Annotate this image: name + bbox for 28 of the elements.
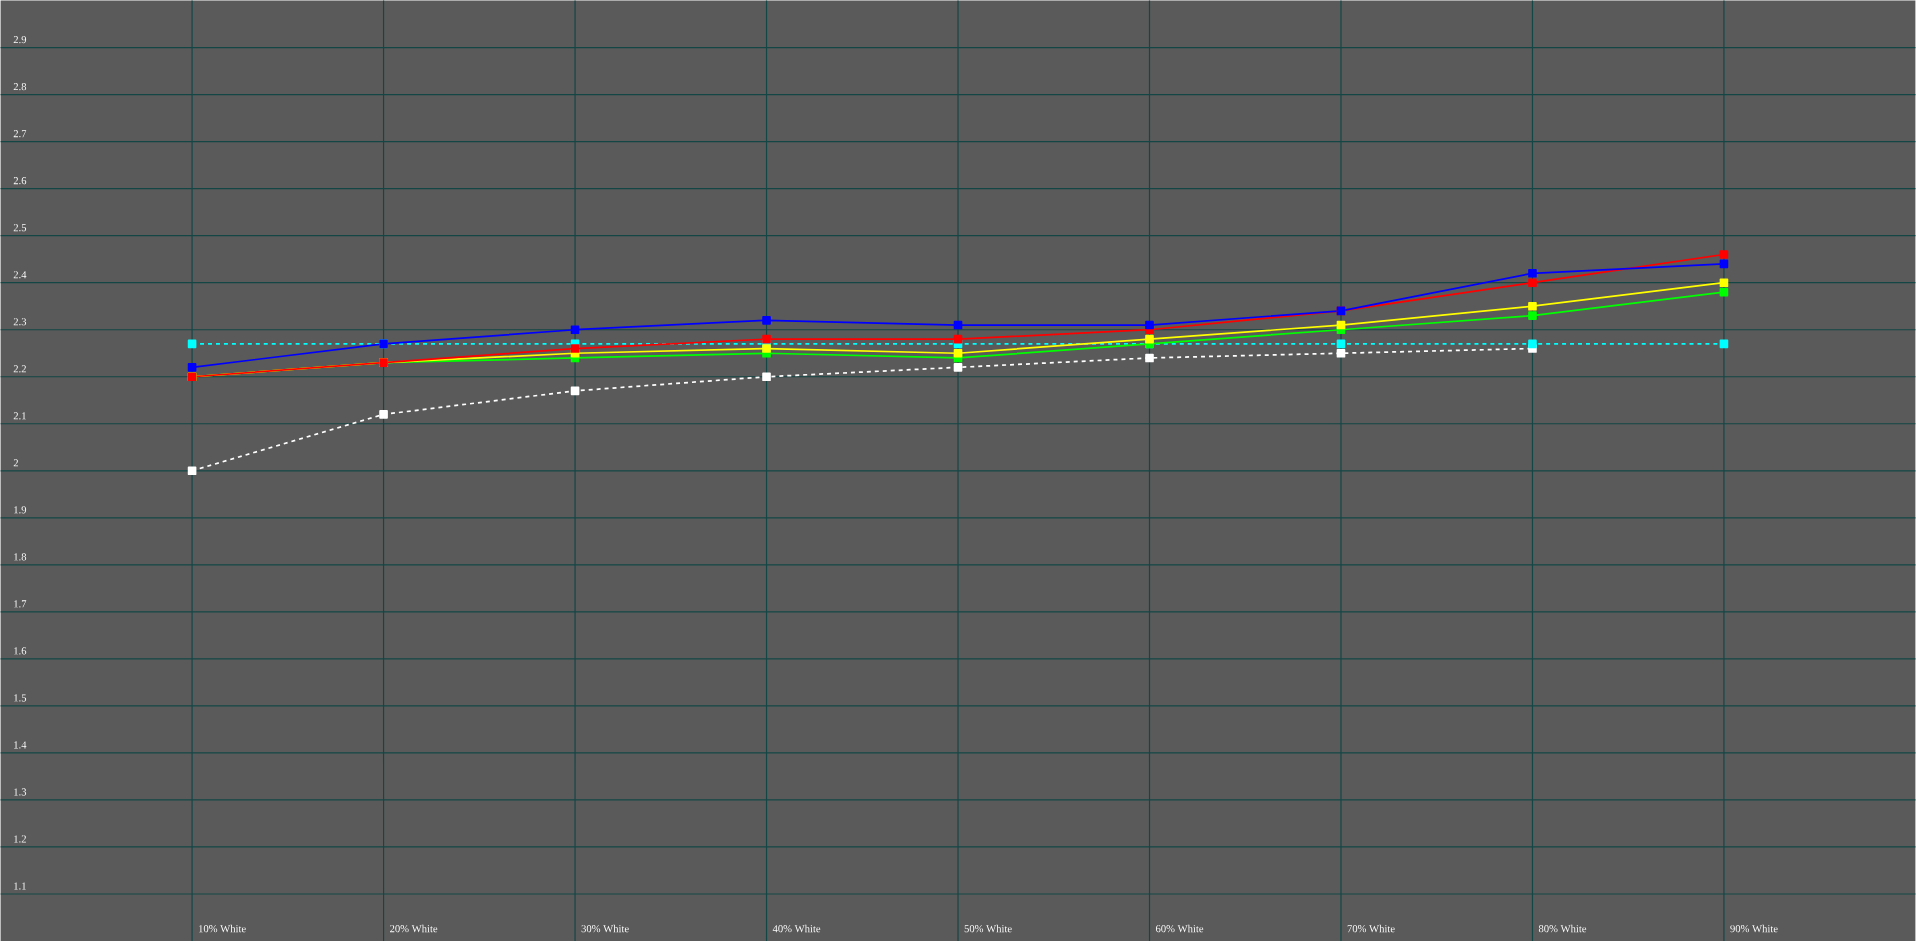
x-tick-label: 80% White	[1538, 925, 1587, 933]
y-tick-label: 1.6	[14, 647, 27, 655]
y-tick-label: 2.7	[13, 130, 27, 138]
y-tick-label: 1.7	[14, 600, 27, 608]
x-tick-label: 30% White	[581, 925, 629, 933]
x-tick-label: 60% White	[1155, 925, 1204, 933]
y-tick-label: 2	[13, 459, 18, 467]
y-tick-label: 2.1	[13, 412, 26, 420]
y-tick-label: 1.8	[14, 553, 27, 561]
x-tick-label: 90% White	[1730, 925, 1778, 933]
y-tick-label: 1.9	[14, 506, 27, 514]
y-tick-label: 2.5	[13, 224, 27, 232]
y-tick-label: 1.4	[14, 741, 27, 749]
y-tick-label: 1.3	[14, 788, 27, 796]
y-tick-label: 2.6	[13, 177, 27, 185]
x-tick-label: 10% White	[199, 925, 246, 933]
y-tick-label: 2.3	[13, 318, 27, 326]
y-tick-label: 2.9	[13, 36, 27, 44]
y-tick-label: 1.1	[14, 882, 26, 890]
y-tick-label: 2.4	[13, 271, 27, 279]
y-tick-label: 1.5	[14, 694, 27, 702]
x-tick-label: 40% White	[772, 925, 821, 933]
y-tick-label: 1.2	[14, 835, 26, 843]
x-tick-label: 20% White	[390, 925, 438, 933]
x-tick-label: 70% White	[1347, 925, 1395, 933]
y-tick-label: 2.2	[13, 365, 26, 373]
y-tick-label: 2.8	[13, 83, 27, 91]
x-tick-label: 50% White	[964, 925, 1012, 933]
